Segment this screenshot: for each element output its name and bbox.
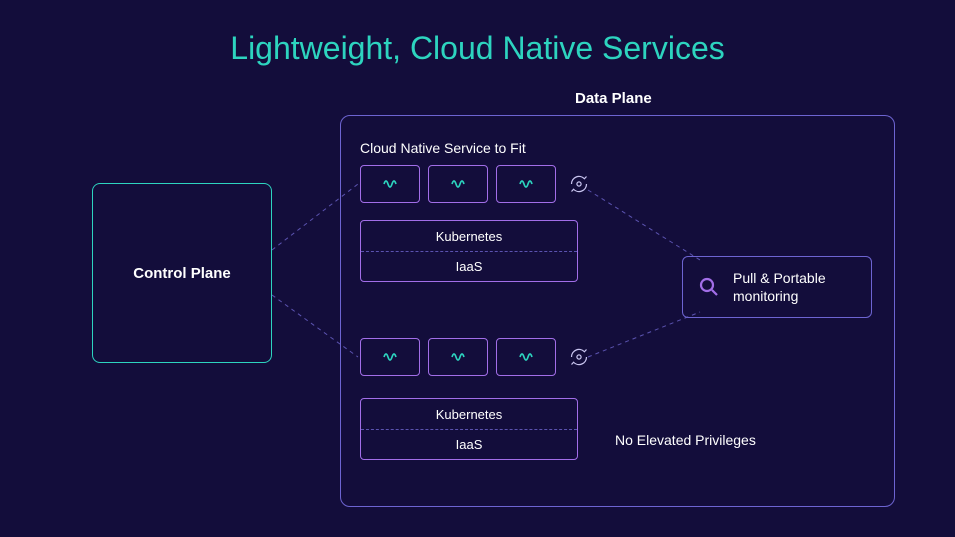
wave-icon (450, 176, 466, 192)
monitoring-line2: monitoring (733, 287, 826, 305)
wave-icon (382, 176, 398, 192)
stack-row-iaas: IaaS (361, 251, 577, 281)
stack-row-kubernetes: Kubernetes (361, 221, 577, 251)
pod-box (360, 338, 420, 376)
control-plane-box: Control Plane (92, 183, 272, 363)
pod-box (360, 165, 420, 203)
pod-box (496, 338, 556, 376)
section2-pod-row (360, 338, 590, 376)
pod-box (496, 165, 556, 203)
monitoring-text: Pull & Portable monitoring (733, 269, 826, 305)
wave-icon (518, 176, 534, 192)
no-elevated-privileges-label: No Elevated Privileges (615, 432, 756, 448)
pod-box (428, 165, 488, 203)
section1-pod-row (360, 165, 590, 203)
sync-icon (568, 173, 590, 195)
pod-box (428, 338, 488, 376)
monitoring-line1: Pull & Portable (733, 269, 826, 287)
section2-stack: Kubernetes IaaS (360, 398, 578, 460)
monitoring-box: Pull & Portable monitoring (682, 256, 872, 318)
control-plane-label: Control Plane (133, 265, 231, 282)
wave-icon (382, 349, 398, 365)
sync-icon (568, 346, 590, 368)
stack-row-iaas: IaaS (361, 429, 577, 459)
wave-icon (518, 349, 534, 365)
data-plane-label: Data Plane (575, 90, 652, 107)
wave-icon (450, 349, 466, 365)
section1-label: Cloud Native Service to Fit (360, 140, 526, 156)
page-title: Lightweight, Cloud Native Services (0, 30, 955, 67)
section1-stack: Kubernetes IaaS (360, 220, 578, 282)
stack-row-kubernetes: Kubernetes (361, 399, 577, 429)
magnifier-icon (697, 275, 721, 299)
